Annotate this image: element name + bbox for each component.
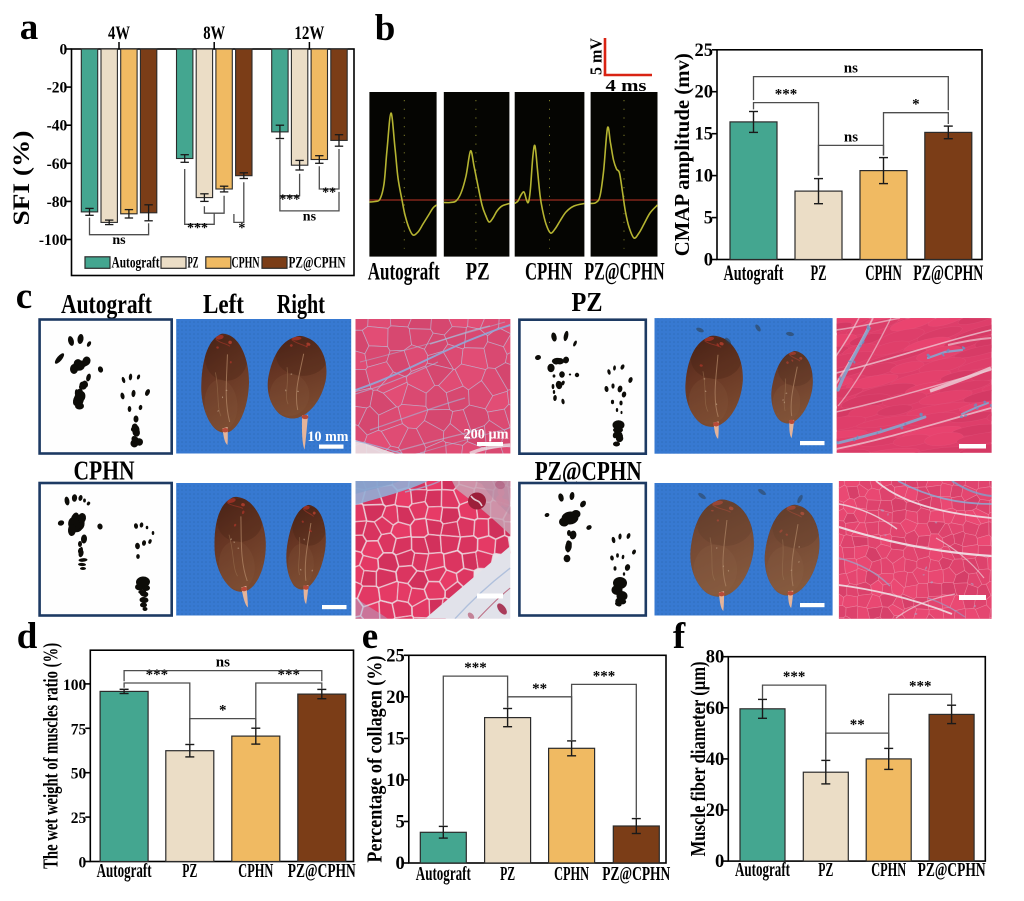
svg-text:-60: -60 — [47, 156, 68, 173]
svg-text:Autograft: Autograft — [416, 863, 471, 885]
svg-text:-80: -80 — [47, 194, 68, 211]
svg-text:ns: ns — [303, 209, 317, 224]
svg-text:-100: -100 — [39, 232, 68, 249]
svg-text:0: 0 — [79, 855, 87, 872]
svg-text:CPHN: CPHN — [554, 863, 589, 885]
svg-text:CPHN: CPHN — [238, 860, 273, 882]
svg-text:10: 10 — [386, 771, 405, 791]
svg-text:15: 15 — [386, 729, 405, 749]
svg-text:PZ: PZ — [182, 860, 197, 882]
svg-text:40: 40 — [706, 750, 725, 770]
svg-text:CPHN: CPHN — [74, 456, 135, 486]
svg-text:50: 50 — [71, 766, 87, 783]
svg-text:d: d — [17, 616, 38, 657]
svg-text:PZ@CPHN: PZ@CPHN — [584, 258, 664, 285]
svg-text:a: a — [20, 7, 39, 48]
svg-text:PZ@CPHN: PZ@CPHN — [289, 254, 346, 271]
svg-text:PZ@CPHN: PZ@CPHN — [288, 860, 356, 882]
svg-text:The wet weight of muscles rati: The wet weight of muscles ratio (%) — [39, 643, 63, 869]
svg-text:ns: ns — [216, 655, 230, 671]
svg-text:60: 60 — [706, 699, 725, 719]
svg-text:PZ@CPHN: PZ@CPHN — [602, 863, 670, 885]
svg-text:***: *** — [464, 660, 487, 676]
svg-text:25: 25 — [386, 646, 405, 666]
svg-text:8W: 8W — [203, 23, 225, 44]
svg-text:Left: Left — [203, 289, 244, 319]
svg-text:***: *** — [187, 221, 208, 236]
svg-text:0: 0 — [60, 42, 68, 59]
svg-text:PZ: PZ — [466, 258, 490, 285]
svg-text:Autograft: Autograft — [61, 289, 152, 319]
svg-text:CPHN: CPHN — [865, 260, 902, 285]
svg-text:ns: ns — [844, 129, 858, 145]
svg-text:100: 100 — [63, 677, 87, 694]
svg-text:SFI (%): SFI (%) — [9, 131, 34, 226]
svg-text:4W: 4W — [108, 23, 130, 44]
svg-text:5: 5 — [396, 813, 405, 833]
svg-text:ns: ns — [844, 61, 858, 77]
svg-text:CPHN: CPHN — [525, 258, 573, 285]
svg-text:e: e — [362, 616, 378, 657]
svg-text:4 ms: 4 ms — [606, 76, 647, 95]
svg-text:10 mm: 10 mm — [308, 429, 349, 445]
svg-text:80: 80 — [706, 648, 725, 668]
svg-text:Autograft: Autograft — [97, 860, 152, 882]
svg-text:***: *** — [593, 668, 616, 684]
svg-text:Autograft: Autograft — [112, 254, 160, 271]
svg-text:ns: ns — [112, 233, 126, 248]
svg-text:12W: 12W — [294, 23, 324, 44]
svg-text:PZ@CPHN: PZ@CPHN — [918, 859, 986, 881]
svg-text:***: *** — [909, 678, 932, 694]
svg-text:10: 10 — [695, 167, 714, 187]
svg-text:b: b — [375, 8, 396, 49]
svg-text:CPHN: CPHN — [871, 859, 906, 881]
svg-text:200 μm: 200 μm — [464, 427, 509, 443]
svg-text:PZ@CPHN: PZ@CPHN — [913, 260, 983, 285]
svg-text:PZ: PZ — [818, 859, 833, 881]
svg-text:25: 25 — [695, 41, 714, 61]
svg-text:f: f — [673, 616, 686, 657]
svg-text:***: *** — [278, 667, 301, 683]
svg-text:20: 20 — [695, 83, 714, 103]
svg-text:20: 20 — [386, 688, 405, 708]
svg-text:**: ** — [532, 681, 547, 697]
svg-text:-40: -40 — [47, 118, 68, 135]
svg-text:15: 15 — [695, 125, 714, 145]
svg-text:Muscle fiber diameter (μm): Muscle fiber diameter (μm) — [686, 661, 710, 856]
svg-text:CMAP amplitude (mv): CMAP amplitude (mv) — [670, 53, 694, 256]
svg-text:PZ: PZ — [572, 287, 603, 317]
svg-text:Autograft: Autograft — [735, 859, 790, 881]
svg-text:***: *** — [146, 667, 169, 683]
svg-text:PZ: PZ — [188, 254, 199, 271]
svg-text:0: 0 — [704, 251, 713, 271]
svg-text:Autograft: Autograft — [368, 258, 440, 285]
svg-text:***: *** — [783, 669, 806, 685]
svg-text:0: 0 — [396, 854, 405, 874]
svg-text:25: 25 — [71, 810, 87, 827]
svg-text:5: 5 — [704, 209, 713, 229]
svg-text:20: 20 — [706, 801, 725, 821]
svg-text:***: *** — [775, 87, 798, 103]
svg-text:**: ** — [322, 186, 336, 201]
svg-text:PZ: PZ — [811, 260, 827, 285]
svg-text:Percentage of collagen (%): Percentage of collagen (%) — [363, 656, 387, 863]
svg-text:*: * — [219, 703, 227, 719]
svg-text:*: * — [238, 221, 245, 236]
svg-text:5 mV: 5 mV — [587, 37, 606, 75]
svg-text:*: * — [912, 97, 920, 113]
svg-text:**: ** — [850, 717, 865, 733]
svg-text:c: c — [16, 276, 32, 317]
svg-text:-20: -20 — [47, 80, 68, 97]
svg-text:Autograft: Autograft — [724, 260, 784, 285]
svg-text:***: *** — [279, 192, 300, 207]
svg-text:PZ: PZ — [500, 863, 515, 885]
svg-text:0: 0 — [715, 852, 724, 872]
svg-text:PZ@CPHN: PZ@CPHN — [535, 456, 642, 486]
svg-text:Right: Right — [277, 289, 325, 319]
svg-text:CPHN: CPHN — [232, 254, 260, 271]
svg-text:75: 75 — [71, 721, 87, 738]
